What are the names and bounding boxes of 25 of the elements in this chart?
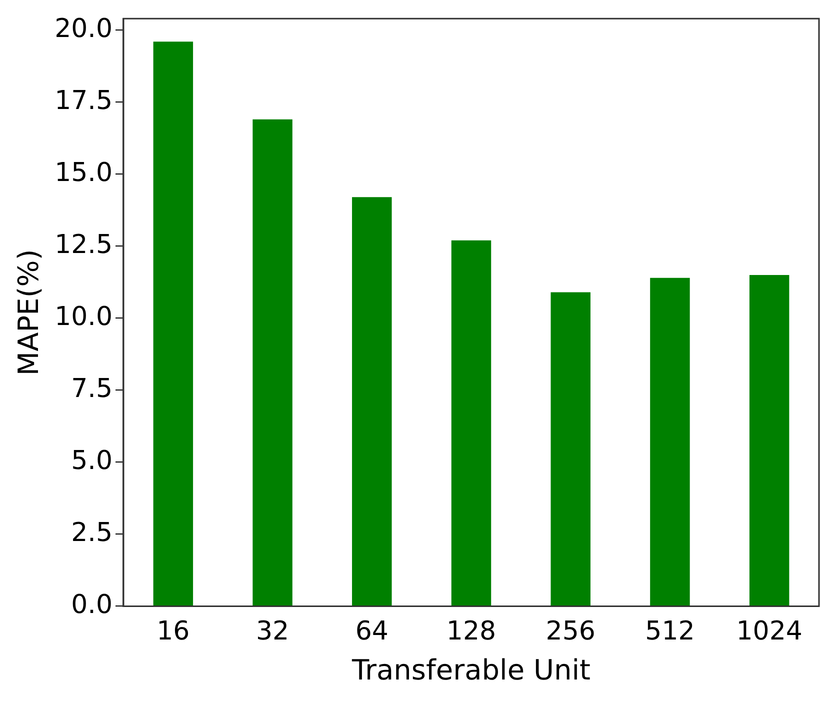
y-tick-label: 5.0: [71, 446, 112, 476]
bar: [749, 274, 790, 606]
x-tick-label: 128: [446, 616, 496, 647]
bar: [252, 119, 292, 606]
bar: [550, 292, 590, 606]
y-tick-label: 0.0: [71, 590, 112, 620]
y-axis-title: MAPE(%): [12, 249, 46, 376]
y-tick-label: 2.5: [71, 518, 112, 548]
bar: [352, 197, 392, 606]
x-axis-title: Transferable Unit: [351, 653, 590, 686]
bar: [451, 240, 492, 606]
x-tick-label: 512: [645, 616, 695, 647]
bar: [650, 278, 690, 606]
y-tick-label: 15.0: [54, 158, 112, 188]
y-tick-label: 10.0: [54, 302, 112, 332]
x-tick-label: 64: [355, 616, 388, 647]
y-tick-label: 12.5: [54, 230, 112, 260]
y-tick-label: 17.5: [54, 86, 112, 116]
y-tick-label: 7.5: [71, 374, 112, 404]
x-tick-label: 1024: [736, 616, 802, 647]
y-tick-label: 20.0: [54, 14, 112, 44]
x-tick-label: 16: [156, 616, 190, 647]
x-tick-label: 32: [256, 616, 290, 647]
x-tick-label: 256: [546, 616, 596, 647]
bar: [153, 42, 194, 606]
